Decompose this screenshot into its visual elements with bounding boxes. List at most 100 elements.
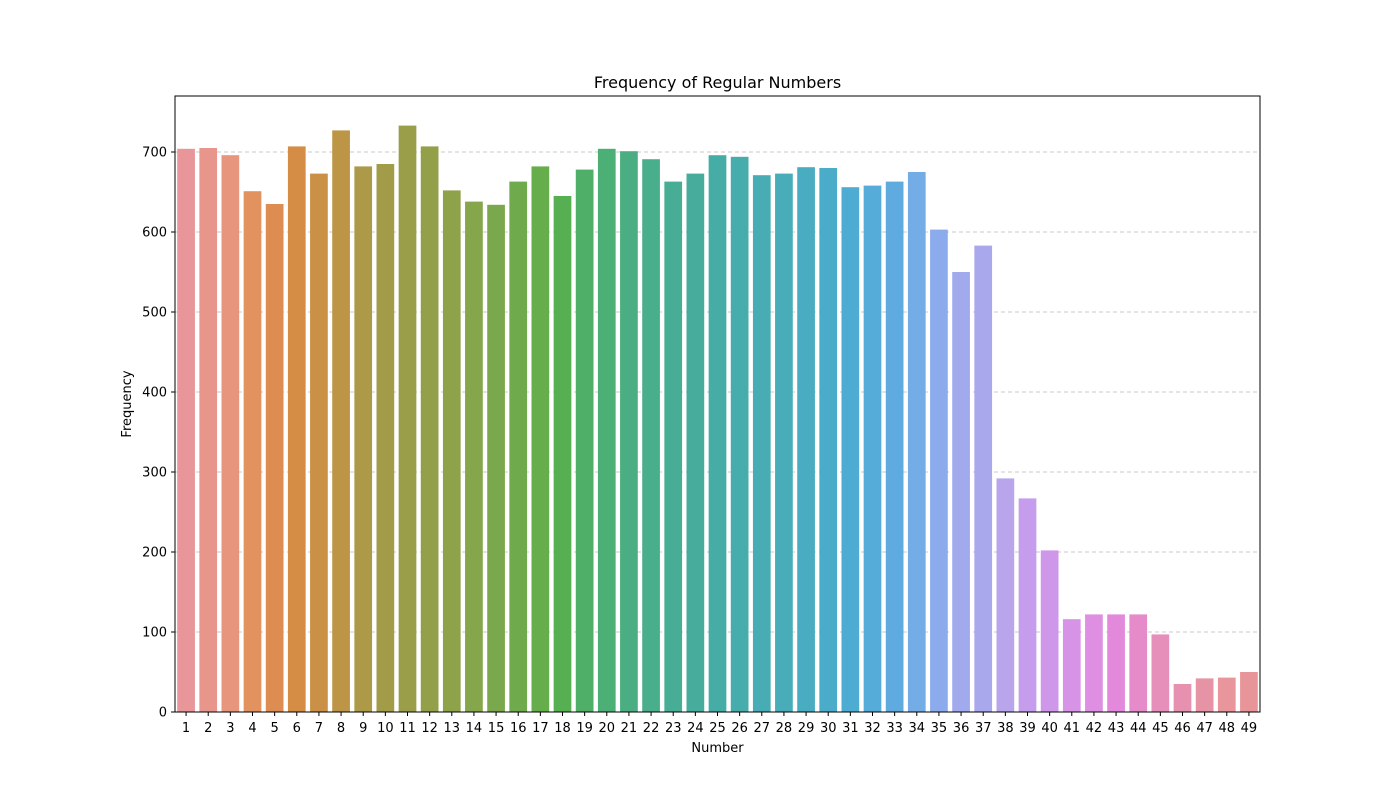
x-tick-label: 13 xyxy=(444,721,461,736)
x-tick-label: 33 xyxy=(886,721,903,736)
bar-23 xyxy=(664,181,683,713)
x-tick-label: 2 xyxy=(204,721,212,736)
bar-42 xyxy=(1085,614,1103,712)
bar-14 xyxy=(465,201,483,712)
bar-19 xyxy=(575,169,594,713)
x-tick-label: 11 xyxy=(399,721,416,736)
x-tick-label: 32 xyxy=(864,721,881,736)
x-axis-label: Number xyxy=(691,741,744,756)
bar-10 xyxy=(376,164,395,712)
y-tick-label: 100 xyxy=(142,626,167,641)
bar-47 xyxy=(1195,678,1214,712)
x-tick-label: 7 xyxy=(315,721,323,736)
x-tick-label: 23 xyxy=(665,721,682,736)
bar-25 xyxy=(708,155,727,712)
bar-35 xyxy=(930,229,948,712)
x-tick-label: 24 xyxy=(687,721,704,736)
bar-6 xyxy=(287,146,306,712)
x-tick-label: 29 xyxy=(798,721,815,736)
x-tick-label: 3 xyxy=(226,721,234,736)
bar-41 xyxy=(1062,619,1081,712)
bar-29 xyxy=(797,167,815,712)
x-tick-label: 37 xyxy=(975,721,992,736)
bar-27 xyxy=(752,175,771,712)
y-tick-label: 400 xyxy=(142,386,167,401)
bar-12 xyxy=(420,146,439,712)
chart-title: Frequency of Regular Numbers xyxy=(594,73,841,92)
y-tick-label: 700 xyxy=(142,146,167,161)
x-axis-ticks: 1 2 3 4 5 6 7 8 9 10 11 12 13 14 15 16 17 18 19 20 21 22 23 24 2… xyxy=(182,712,1257,736)
bar-16 xyxy=(509,181,528,713)
x-tick-label: 18 xyxy=(554,721,571,736)
bar-43 xyxy=(1107,614,1125,712)
y-tick-label: 300 xyxy=(142,466,167,481)
x-tick-label: 44 xyxy=(1130,721,1147,736)
bar-4 xyxy=(243,191,262,712)
y-tick-label: 200 xyxy=(142,546,167,561)
bar-32 xyxy=(863,185,882,713)
x-tick-label: 8 xyxy=(337,721,345,736)
x-tick-label: 25 xyxy=(709,721,726,736)
x-tick-label: 47 xyxy=(1196,721,1213,736)
x-tick-label: 45 xyxy=(1152,721,1169,736)
x-tick-label: 27 xyxy=(754,721,771,736)
bar-24 xyxy=(686,173,705,713)
x-tick-label: 39 xyxy=(1019,721,1036,736)
x-tick-label: 10 xyxy=(377,721,394,736)
x-tick-label: 9 xyxy=(359,721,367,736)
x-tick-label: 31 xyxy=(842,721,859,736)
x-tick-label: 1 xyxy=(182,721,190,736)
y-tick-label: 600 xyxy=(142,226,167,241)
x-tick-label: 12 xyxy=(421,721,438,736)
x-tick-label: 16 xyxy=(510,721,527,736)
x-tick-label: 21 xyxy=(621,721,638,736)
bar-30 xyxy=(819,168,838,712)
bar-28 xyxy=(775,173,793,713)
x-tick-label: 42 xyxy=(1086,721,1103,736)
y-tick-label: 0 xyxy=(159,706,167,721)
bar-40 xyxy=(1040,550,1059,712)
x-tick-label: 36 xyxy=(953,721,970,736)
x-tick-label: 4 xyxy=(248,721,256,736)
bar-8 xyxy=(332,130,350,712)
y-axis-ticks: 0 100 200 300 400 500 600 700 xyxy=(142,146,175,721)
bar-17 xyxy=(531,166,550,712)
x-tick-label: 20 xyxy=(599,721,616,736)
bar-36 xyxy=(952,272,970,712)
x-tick-label: 6 xyxy=(293,721,301,736)
x-tick-label: 46 xyxy=(1174,721,1191,736)
x-tick-label: 15 xyxy=(488,721,505,736)
x-tick-label: 28 xyxy=(776,721,793,736)
bar-11 xyxy=(398,125,417,713)
x-tick-label: 14 xyxy=(466,721,483,736)
bar-1 xyxy=(177,148,195,713)
bar-49 xyxy=(1240,672,1258,712)
y-axis-label: Frequency xyxy=(120,370,135,437)
bar-3 xyxy=(221,155,240,712)
bar-22 xyxy=(642,159,660,712)
x-tick-label: 35 xyxy=(931,721,948,736)
x-tick-label: 30 xyxy=(820,721,837,736)
bar-48 xyxy=(1217,677,1236,712)
bar-39 xyxy=(1018,498,1037,712)
x-tick-label: 17 xyxy=(532,721,549,736)
bars xyxy=(177,125,1258,713)
x-tick-label: 19 xyxy=(576,721,593,736)
bar-21 xyxy=(620,151,638,712)
bar-15 xyxy=(487,204,505,713)
bar-44 xyxy=(1129,614,1148,712)
bar-13 xyxy=(442,190,461,712)
bar-18 xyxy=(553,196,572,712)
bar-26 xyxy=(730,156,749,713)
bar-20 xyxy=(597,148,616,713)
x-tick-label: 38 xyxy=(997,721,1014,736)
bar-46 xyxy=(1173,684,1192,712)
x-tick-label: 34 xyxy=(909,721,926,736)
x-tick-label: 49 xyxy=(1241,721,1258,736)
x-tick-label: 43 xyxy=(1108,721,1125,736)
bar-33 xyxy=(885,181,904,713)
bar-45 xyxy=(1151,634,1170,712)
x-tick-label: 5 xyxy=(271,721,279,736)
bar-2 xyxy=(199,148,218,712)
